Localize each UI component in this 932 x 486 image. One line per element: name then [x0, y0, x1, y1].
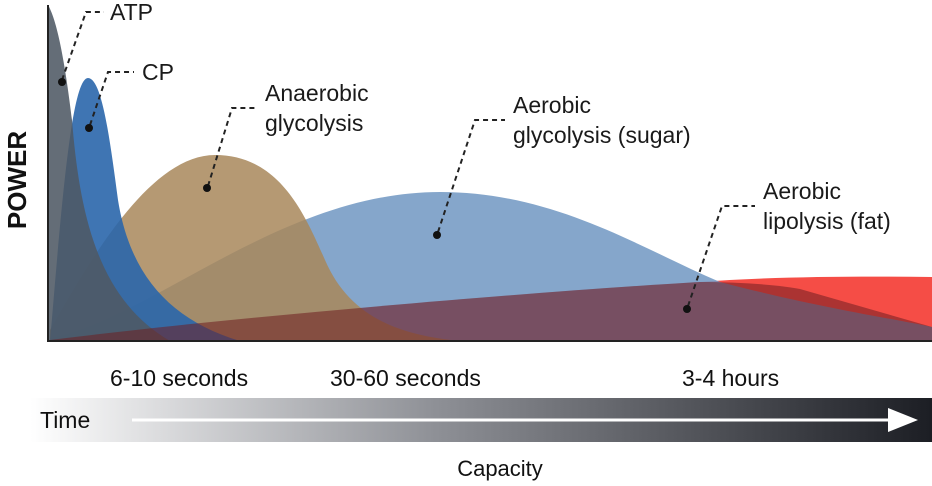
label-atp: ATP — [110, 0, 153, 25]
aerobic-fat-dot — [683, 305, 691, 313]
duration-label-30-60-seconds: 30-60 seconds — [330, 365, 481, 391]
label-aerobic-fat-line2: lipolysis (fat) — [763, 208, 891, 234]
label-cp: CP — [142, 59, 174, 85]
label-aerobic-sugar-line2: glycolysis (sugar) — [513, 122, 691, 148]
duration-label-6-10-seconds: 6-10 seconds — [110, 365, 248, 391]
duration-label-3-4-hours: 3-4 hours — [682, 365, 779, 391]
cp-dot — [85, 124, 93, 132]
label-anaerobic-line2: glycolysis — [265, 110, 363, 136]
time-label: Time — [40, 407, 90, 433]
label-aerobic-fat-line1: Aerobic — [763, 178, 841, 204]
label-anaerobic-line1: Anaerobic — [265, 80, 369, 106]
y-axis-title: POWER — [2, 131, 32, 229]
label-aerobic-sugar-line1: Aerobic — [513, 92, 591, 118]
x-axis-title: Capacity — [457, 456, 543, 481]
time-arrow-head — [888, 408, 918, 432]
anaerobic-dot — [203, 184, 211, 192]
leaders — [58, 11, 755, 313]
curve-atp — [48, 5, 170, 341]
curve-aerobic-fat-overlay — [50, 282, 932, 341]
aerobic-sugar-dot — [433, 231, 441, 239]
curves — [48, 5, 932, 341]
atp-dot — [58, 78, 66, 86]
